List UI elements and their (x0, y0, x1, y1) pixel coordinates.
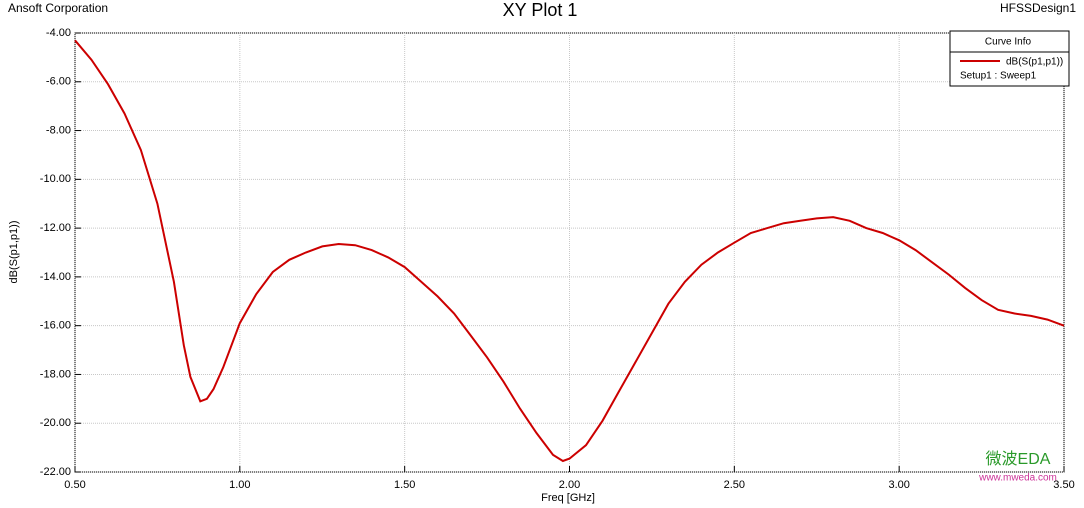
plot-area (74, 32, 1065, 473)
y-axis-label: dB(S(p1,p1)) (8, 221, 20, 284)
chart-title: XY Plot 1 (503, 0, 578, 20)
y-tick-label: -10.00 (40, 173, 71, 185)
design-name: HFSSDesign1 (1000, 1, 1076, 15)
y-tick-label: -14.00 (40, 271, 71, 283)
legend-entry: dB(S(p1,p1)) (1006, 57, 1063, 68)
watermark-logo: 微波EDA (986, 450, 1051, 468)
y-tick-label: -4.00 (46, 27, 71, 39)
y-tick-label: -22.00 (40, 466, 71, 478)
legend-box (949, 30, 1070, 87)
x-axis-label: Freq [GHz] (541, 492, 595, 504)
y-tick-label: -8.00 (46, 124, 71, 136)
x-tick-label: 3.50 (1053, 479, 1074, 491)
x-tick-label: 0.50 (64, 479, 85, 491)
y-tick-label: -12.00 (40, 222, 71, 234)
x-tick-label: 3.00 (888, 479, 909, 491)
legend-subtitle: Setup1 : Sweep1 (960, 71, 1037, 82)
y-tick-label: -16.00 (40, 320, 71, 332)
legend: Curve Info dB(S(p1,p1)) Setup1 : Sweep1 (949, 30, 1070, 87)
y-tick-label: -20.00 (40, 417, 71, 429)
x-tick-label: 2.50 (724, 479, 745, 491)
x-tick-label: 1.50 (394, 479, 415, 491)
watermark-url: www.mweda.com (978, 473, 1057, 484)
y-tick-label: -6.00 (46, 76, 71, 88)
company: Ansoft Corporation (8, 1, 108, 15)
legend-title: Curve Info (985, 37, 1032, 48)
x-tick-label: 1.00 (229, 479, 250, 491)
curve (74, 39, 1065, 463)
x-tick-label: 2.00 (559, 479, 580, 491)
y-tick-label: -18.00 (40, 368, 71, 380)
